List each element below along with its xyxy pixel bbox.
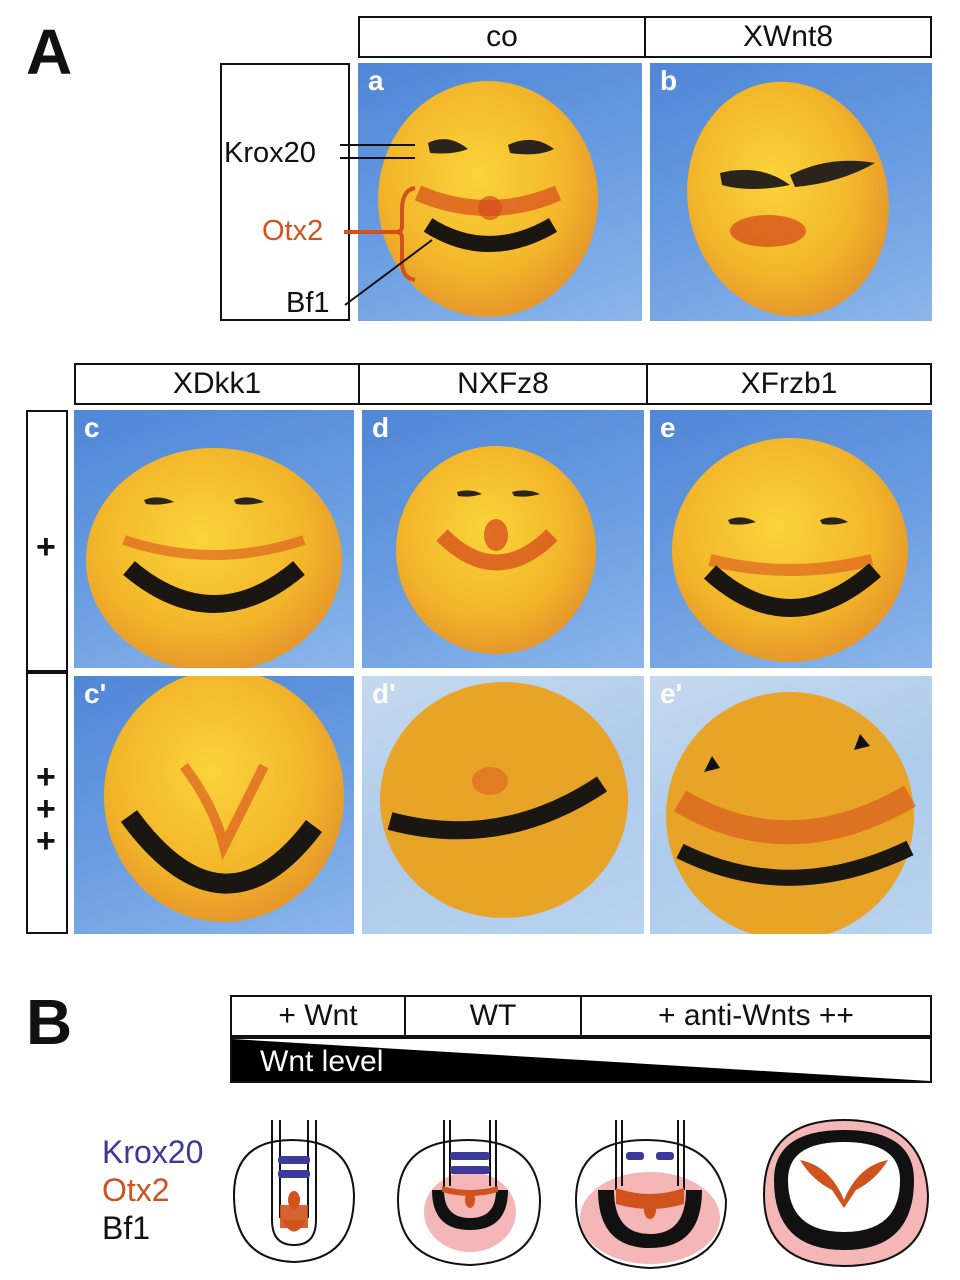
header-nxfz8: NXFz8 — [358, 363, 648, 405]
embryo-b-svg — [687, 81, 889, 317]
bf1-leader — [344, 239, 433, 306]
photo-b: b — [650, 63, 932, 321]
krox20-stripe-left — [457, 490, 482, 497]
condition-anti-wnts: + anti-Wnts ++ — [580, 995, 932, 1037]
legend-bf1: Bf1 — [102, 1210, 151, 1246]
label-otx2: Otx2 — [262, 215, 324, 247]
embryo-d-prime-svg — [380, 682, 628, 918]
row-plus-triple-3: + — [36, 822, 56, 860]
schematic-anti-wnts — [574, 1120, 728, 1270]
krox20-stripe-right — [234, 497, 264, 505]
photo-c-prime: c' — [74, 676, 354, 934]
otx2-bracket — [395, 186, 416, 282]
photo-e-prime: e' — [650, 676, 932, 934]
arrowhead-icon — [854, 734, 870, 750]
legend-otx2: Otx2 — [102, 1172, 170, 1208]
subpanel-label-d-prime: d' — [372, 678, 396, 709]
schematic-plus-wnt — [232, 1120, 356, 1264]
otx2-v — [179, 763, 269, 861]
subpanel-label-b: b — [660, 65, 678, 96]
legend-krox20: Krox20 — [102, 1134, 204, 1170]
embryo-d-svg — [396, 446, 596, 654]
bf1-arc — [703, 563, 881, 617]
subpanel-label-c: c — [84, 412, 100, 443]
bf1-arc — [120, 810, 322, 894]
arrowhead-icon — [704, 756, 720, 772]
otx2-band — [673, 785, 917, 845]
row-plus-triple-2: + — [36, 790, 56, 828]
panel-letter-b: B — [26, 986, 73, 1058]
panel-letter-a: A — [26, 16, 73, 88]
krox20-stripe-left — [720, 169, 790, 189]
marker-label-box — [220, 63, 350, 321]
condition-wt: WT — [404, 995, 582, 1037]
subpanel-label-d: d — [372, 412, 390, 443]
otx2-band — [122, 535, 306, 560]
krox20-stripe-left — [144, 497, 174, 505]
krox20-stripe-right — [508, 139, 554, 155]
krox20-stripe-left — [728, 517, 756, 525]
otx2-patch — [730, 215, 806, 247]
embryo-c-prime-svg — [104, 676, 344, 922]
subpanel-label-c-prime: c' — [84, 678, 107, 709]
header-xdkk1: XDkk1 — [74, 363, 360, 405]
otx2-spot — [472, 767, 508, 795]
photo-d: d — [362, 410, 644, 668]
header-co: co — [358, 16, 646, 58]
condition-plus-wnt: + Wnt — [230, 995, 406, 1037]
bf1-arc — [123, 561, 305, 613]
row-label-single — [26, 410, 68, 672]
wnt-gradient-wedge — [232, 1039, 930, 1081]
embryo-c-svg — [86, 448, 342, 668]
schematic-strong-anti-wnts — [762, 1118, 930, 1268]
schematic-wt — [396, 1120, 542, 1267]
krox20-stripe-right — [512, 490, 540, 497]
header-xwnt8: XWnt8 — [644, 16, 932, 58]
photo-c: c — [74, 410, 354, 668]
embryo-body — [687, 81, 889, 317]
schematic-diagrams — [232, 1118, 930, 1270]
wnt-level-label: Wnt level — [260, 1045, 384, 1078]
subpanel-label-e: e — [660, 412, 676, 443]
subpanel-label-a: a — [368, 65, 384, 96]
bf1-band — [387, 776, 608, 840]
krox20-stripe-right — [790, 160, 875, 187]
wnt-gradient-box: Wnt level — [230, 1037, 932, 1083]
label-krox20: Krox20 — [224, 137, 316, 169]
row-plus-single: + — [36, 528, 56, 566]
bf1-arc — [423, 218, 558, 252]
subpanel-label-e-prime: e' — [660, 678, 683, 709]
krox20-stripe-left — [428, 139, 468, 154]
row-label-triple — [26, 672, 68, 934]
row-plus-triple-1: + — [36, 758, 56, 796]
otx2-spot — [478, 196, 502, 220]
label-bf1: Bf1 — [286, 287, 330, 319]
krox20-stripe-right — [820, 517, 848, 525]
bf1-band — [676, 840, 914, 886]
photo-d-prime: d' — [362, 676, 644, 934]
otx2-spot — [484, 519, 508, 551]
header-xfrzb1: XFrzb1 — [646, 363, 932, 405]
otx2-arc — [436, 529, 558, 571]
embryo-body — [380, 682, 628, 918]
embryo-e-prime-svg — [666, 692, 917, 934]
embryo-e-svg — [672, 438, 908, 662]
otx2-band — [708, 554, 874, 576]
embryo-body — [672, 438, 908, 662]
photo-a: a — [358, 63, 642, 321]
embryo-a-svg — [378, 81, 598, 317]
photo-e: e — [650, 410, 932, 668]
leader-lines — [340, 144, 433, 306]
